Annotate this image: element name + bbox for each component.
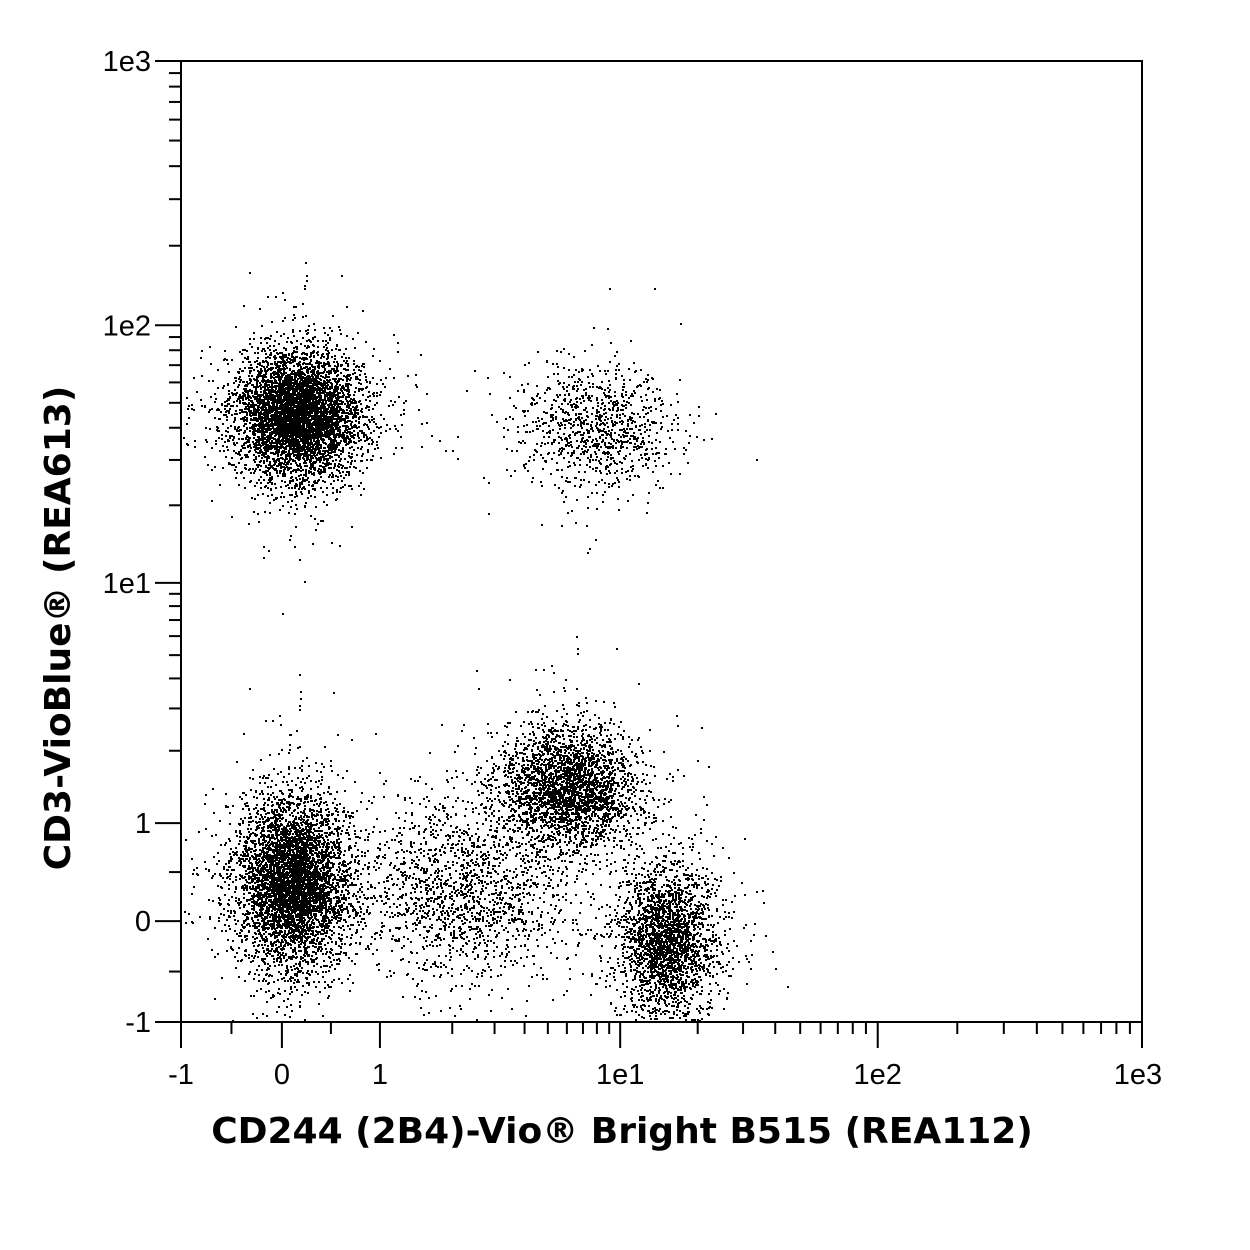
population-points xyxy=(452,288,758,554)
population-points xyxy=(184,674,428,1022)
population-points xyxy=(183,262,447,615)
x-axis-ticks xyxy=(180,1022,1143,1048)
y-tick-label: 1e2 xyxy=(103,310,151,342)
x-tick-label: 1e1 xyxy=(596,1059,644,1091)
y-axis-ticks xyxy=(155,60,181,1023)
y-tick-label: 1e3 xyxy=(103,46,151,78)
population-points xyxy=(409,636,710,956)
x-tick-label: 0 xyxy=(274,1059,290,1091)
population-points xyxy=(521,760,789,1022)
y-axis-title: CD3-VioBlue® (REA613) xyxy=(38,386,79,871)
plot-frame xyxy=(180,60,1143,1023)
scatter-points xyxy=(183,262,789,1022)
x-tick-label: -1 xyxy=(168,1059,194,1091)
population-cluster xyxy=(183,262,447,615)
population-cluster xyxy=(409,636,710,956)
population-cluster xyxy=(226,670,676,1021)
x-tick-label: 1 xyxy=(372,1059,388,1091)
x-tick-label: 1e2 xyxy=(854,1059,902,1091)
population-cluster xyxy=(184,674,428,1022)
x-axis-tick-labels: -1 0 1 1e1 1e2 1e3 xyxy=(168,1059,1162,1091)
y-tick-label: 0 xyxy=(135,906,151,938)
y-axis-tick-labels: -1 0 1 1e1 1e2 1e3 xyxy=(103,46,151,1039)
population-points xyxy=(226,670,676,1021)
x-tick-label: 1e3 xyxy=(1114,1059,1162,1091)
y-tick-label: -1 xyxy=(125,1007,151,1039)
population-cluster xyxy=(521,760,789,1022)
population-cluster xyxy=(452,288,758,554)
y-tick-label: 1e1 xyxy=(103,568,151,600)
y-tick-label: 1 xyxy=(135,808,151,840)
x-axis-title: CD244 (2B4)-Vio® Bright B515 (REA112) xyxy=(211,1111,1033,1152)
